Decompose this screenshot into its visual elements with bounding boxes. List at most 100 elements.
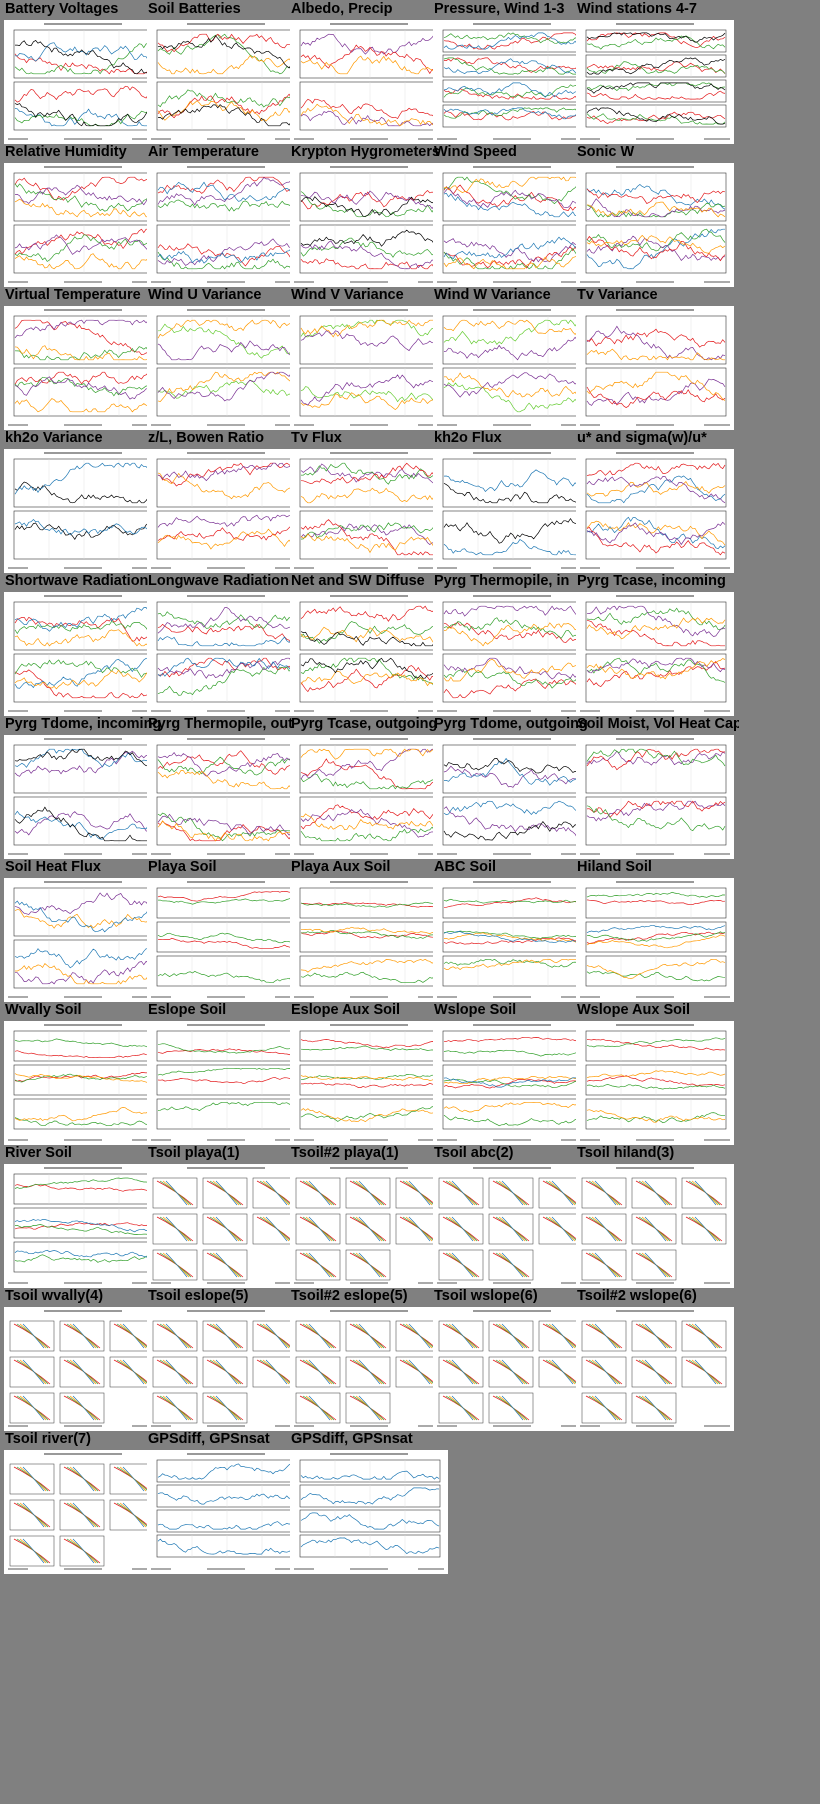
plot-thumbnail-link[interactable]: Soil Batteries [146,0,306,162]
plot-thumbnail-image[interactable] [290,449,448,573]
plot-title[interactable]: Battery Voltages [5,1,119,17]
plot-thumbnail-link[interactable]: Playa Soil [146,858,306,1020]
plot-title[interactable]: Air Temperature [148,144,259,160]
plot-thumbnail-image[interactable] [4,20,162,144]
plot-thumbnail-link[interactable]: Pyrg Thermopile, in [432,572,592,734]
plot-thumbnail-image[interactable] [433,163,591,287]
plot-thumbnail-image[interactable] [290,1450,448,1574]
plot-thumbnail-link[interactable]: Soil Heat Flux [3,858,163,1020]
plot-title[interactable]: Shortwave Radiation [5,573,149,589]
plot-thumbnail-image[interactable] [576,1307,734,1431]
plot-thumbnail-image[interactable] [433,1164,591,1288]
plot-thumbnail-link[interactable]: Air Temperature [146,143,306,305]
plot-thumbnail-link[interactable]: Wind stations 4-7 [575,0,735,162]
plot-thumbnail-image[interactable] [433,306,591,430]
plot-thumbnail-link[interactable]: Tsoil hiland(3) [575,1144,735,1306]
plot-title[interactable]: Tsoil wvally(4) [5,1288,104,1304]
plot-thumbnail-image[interactable] [4,1021,162,1145]
plot-thumbnail-link[interactable]: Wind Speed [432,143,592,305]
plot-thumbnail-image[interactable] [433,20,591,144]
plot-thumbnail-link[interactable]: Pyrg Tcase, outgoing [289,715,449,877]
plot-thumbnail-link[interactable]: ABC Soil [432,858,592,1020]
plot-thumbnail-image[interactable] [147,735,305,859]
plot-title[interactable]: z/L, Bowen Ratio [148,430,264,446]
plot-thumbnail-image[interactable] [290,735,448,859]
plot-title[interactable]: Wind stations 4-7 [577,1,697,17]
plot-thumbnail-image[interactable] [147,1164,305,1288]
plot-title[interactable]: Tv Flux [291,430,342,446]
plot-thumbnail-link[interactable]: Pyrg Tdome, incoming [3,715,163,877]
plot-thumbnail-link[interactable]: Tv Flux [289,429,449,591]
plot-thumbnail-link[interactable]: Eslope Aux Soil [289,1001,449,1163]
plot-title[interactable]: Krypton Hygrometers [291,144,441,160]
plot-thumbnail-image[interactable] [4,449,162,573]
plot-title[interactable]: Virtual Temperature [5,287,141,303]
plot-title[interactable]: Soil Heat Flux [5,859,101,875]
plot-thumbnail-link[interactable]: Playa Aux Soil [289,858,449,1020]
plot-thumbnail-image[interactable] [290,20,448,144]
plot-thumbnail-image[interactable] [147,1450,305,1574]
plot-title[interactable]: Eslope Aux Soil [291,1002,401,1018]
plot-thumbnail-link[interactable]: Krypton Hygrometers [289,143,449,305]
plot-thumbnail-image[interactable] [576,1164,734,1288]
plot-thumbnail-link[interactable]: Wind V Variance [289,286,449,448]
plot-thumbnail-link[interactable]: Tsoil abc(2) [432,1144,592,1306]
plot-thumbnail-link[interactable]: Pyrg Tcase, incoming [575,572,735,734]
plot-title[interactable]: Hiland Soil [577,859,652,875]
plot-title[interactable]: Wslope Aux Soil [577,1002,691,1018]
plot-title[interactable]: Tsoil eslope(5) [148,1288,249,1304]
plot-thumbnail-image[interactable] [4,735,162,859]
plot-title[interactable]: Pressure, Wind 1-3 [434,1,565,17]
plot-thumbnail-image[interactable] [4,306,162,430]
plot-thumbnail-image[interactable] [290,1021,448,1145]
plot-thumbnail-image[interactable] [4,878,162,1002]
plot-title[interactable]: Wind W Variance [434,287,551,303]
plot-thumbnail-image[interactable] [147,20,305,144]
plot-title[interactable]: Soil Moist, Vol Heat Cap [577,716,739,732]
plot-thumbnail-link[interactable]: Tsoil river(7) [3,1430,163,1592]
plot-title[interactable]: u* and sigma(w)/u* [577,430,707,446]
plot-thumbnail-link[interactable]: Tsoil playa(1) [146,1144,306,1306]
plot-thumbnail-link[interactable]: Shortwave Radiation [3,572,163,734]
plot-thumbnail-image[interactable] [576,306,734,430]
plot-thumbnail-link[interactable]: Tsoil wslope(6) [432,1287,592,1449]
plot-thumbnail-link[interactable]: Wslope Aux Soil [575,1001,735,1163]
plot-thumbnail-link[interactable]: Wslope Soil [432,1001,592,1163]
plot-thumbnail-link[interactable]: Wind W Variance [432,286,592,448]
plot-thumbnail-image[interactable] [147,592,305,716]
plot-thumbnail-link[interactable]: kh2o Flux [432,429,592,591]
plot-thumbnail-link[interactable]: Hiland Soil [575,858,735,1020]
plot-thumbnail-link[interactable]: Eslope Soil [146,1001,306,1163]
plot-thumbnail-link[interactable]: Pressure, Wind 1-3 [432,0,592,162]
plot-thumbnail-link[interactable]: Tsoil eslope(5) [146,1287,306,1449]
plot-title[interactable]: Pyrg Tcase, incoming [577,573,726,589]
plot-thumbnail-link[interactable]: Pyrg Tdome, outgoing [432,715,592,877]
plot-title[interactable]: Pyrg Thermopile, out [148,716,294,732]
plot-thumbnail-image[interactable] [576,1021,734,1145]
plot-thumbnail-image[interactable] [147,878,305,1002]
plot-thumbnail-image[interactable] [433,592,591,716]
plot-thumbnail-image[interactable] [576,735,734,859]
plot-title[interactable]: Tsoil#2 wslope(6) [577,1288,697,1304]
plot-thumbnail-image[interactable] [576,592,734,716]
plot-title[interactable]: GPSdiff, GPSnsat [148,1431,270,1447]
plot-thumbnail-link[interactable]: GPSdiff, GPSnsat [289,1430,449,1592]
plot-thumbnail-image[interactable] [433,1021,591,1145]
plot-thumbnail-image[interactable] [290,163,448,287]
plot-title[interactable]: Tv Variance [577,287,658,303]
plot-thumbnail-image[interactable] [290,1164,448,1288]
plot-title[interactable]: Pyrg Thermopile, in [434,573,570,589]
plot-thumbnail-link[interactable]: Net and SW Diffuse [289,572,449,734]
plot-thumbnail-image[interactable] [433,1307,591,1431]
plot-title[interactable]: Wslope Soil [434,1002,517,1018]
plot-title[interactable]: Sonic W [577,144,635,160]
plot-thumbnail-image[interactable] [4,1450,162,1574]
plot-thumbnail-link[interactable]: Longwave Radiation [146,572,306,734]
plot-thumbnail-link[interactable]: Tsoil#2 wslope(6) [575,1287,735,1449]
plot-thumbnail-link[interactable]: Tv Variance [575,286,735,448]
plot-title[interactable]: Pyrg Tdome, outgoing [434,716,588,732]
plot-thumbnail-image[interactable] [290,306,448,430]
plot-title[interactable]: Net and SW Diffuse [291,573,425,589]
plot-thumbnail-link[interactable]: Tsoil#2 eslope(5) [289,1287,449,1449]
plot-thumbnail-image[interactable] [433,449,591,573]
